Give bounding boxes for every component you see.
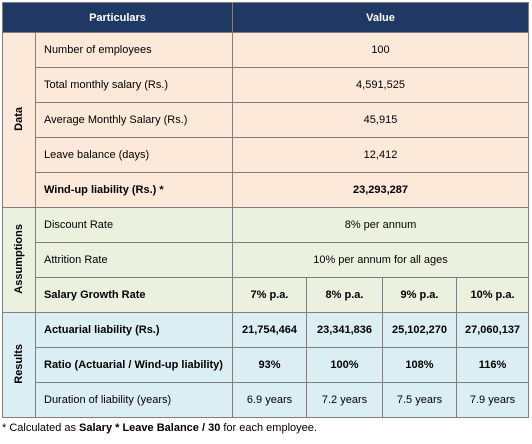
label-cell: Number of employees xyxy=(35,32,233,68)
section-label: Results xyxy=(13,343,25,384)
value-cell: 25,102,270 xyxy=(382,312,457,348)
value-cell: 9% p.a. xyxy=(382,277,457,313)
row: Duration of liability (years) 6.9 years … xyxy=(3,382,529,418)
row: Wind-up liability (Rs.) * 23,293,287 xyxy=(3,172,529,208)
value-cell: 108% xyxy=(382,347,457,383)
section-label: Assumptions xyxy=(13,223,25,294)
value-cell: 100 xyxy=(232,32,529,68)
value-cell: 4,591,525 xyxy=(232,67,529,103)
header-cell: Value xyxy=(232,2,529,33)
row: Total monthly salary (Rs.) 4,591,525 xyxy=(3,67,529,103)
section-cell: Assumptions xyxy=(2,207,36,313)
label-cell: Total monthly salary (Rs.) xyxy=(35,67,233,103)
row: Results Actuarial liability (Rs.) 21,754… xyxy=(2,312,529,418)
value-cell: 8% per annum xyxy=(232,207,529,243)
value-cell: 12,412 xyxy=(232,137,529,173)
label-cell: Salary Growth Rate xyxy=(35,277,233,313)
label-cell: Leave balance (days) xyxy=(35,137,233,173)
value-cell: 7.2 years xyxy=(306,382,383,418)
row: Salary Growth Rate 7% p.a. 8% p.a. 9% p.… xyxy=(3,277,529,313)
footnote: * Calculated as Salary * Leave Balance /… xyxy=(2,422,317,434)
label-cell: Wind-up liability (Rs.) * xyxy=(35,172,233,208)
table: Particulars Value Data Number of employe… xyxy=(2,2,529,418)
value-cell: 116% xyxy=(456,347,529,383)
value-cell: 7.9 years xyxy=(456,382,529,418)
value-cell: 23,293,287 xyxy=(232,172,529,208)
row: Attrition Rate 10% per annum for all age… xyxy=(3,242,529,278)
value-cell: 7.5 years xyxy=(382,382,457,418)
header-row: Particulars Value xyxy=(2,2,529,33)
footnote-text: * Calculated as xyxy=(2,422,80,434)
value-cell: 10% p.a. xyxy=(456,277,529,313)
row: Ratio (Actuarial / Wind-up liability) 93… xyxy=(3,347,529,383)
value-cell: 7% p.a. xyxy=(232,277,307,313)
value-cell: 45,915 xyxy=(232,102,529,138)
section-cell: Data xyxy=(2,32,36,208)
value-cell: 21,754,464 xyxy=(232,312,307,348)
value-cell: 27,060,137 xyxy=(456,312,529,348)
row: Data Number of employees 100 xyxy=(2,32,529,208)
value-cell: 8% p.a. xyxy=(306,277,383,313)
footnote-text: for each employee. xyxy=(220,422,317,434)
value-cell: 10% per annum for all ages xyxy=(232,242,529,278)
row: Leave balance (days) 12,412 xyxy=(3,137,529,173)
header-cell: Particulars xyxy=(2,2,233,33)
value-cell: 93% xyxy=(232,347,307,383)
label-cell: Ratio (Actuarial / Wind-up liability) xyxy=(35,347,233,383)
section-cell: Results xyxy=(2,312,36,418)
value-cell: 23,341,836 xyxy=(306,312,383,348)
row: Assumptions Discount Rate 8% per annum xyxy=(2,207,529,313)
section-label: Data xyxy=(13,106,25,131)
value-cell: 6.9 years xyxy=(232,382,307,418)
footnote-formula: Salary * Leave Balance / 30 xyxy=(79,422,221,434)
label-cell: Discount Rate xyxy=(35,207,233,243)
value-cell: 100% xyxy=(306,347,383,383)
label-cell: Actuarial liability (Rs.) xyxy=(35,312,233,348)
label-cell: Attrition Rate xyxy=(35,242,233,278)
label-cell: Average Monthly Salary (Rs.) xyxy=(35,102,233,138)
row: Average Monthly Salary (Rs.) 45,915 xyxy=(3,102,529,138)
label-cell: Duration of liability (years) xyxy=(35,382,233,418)
